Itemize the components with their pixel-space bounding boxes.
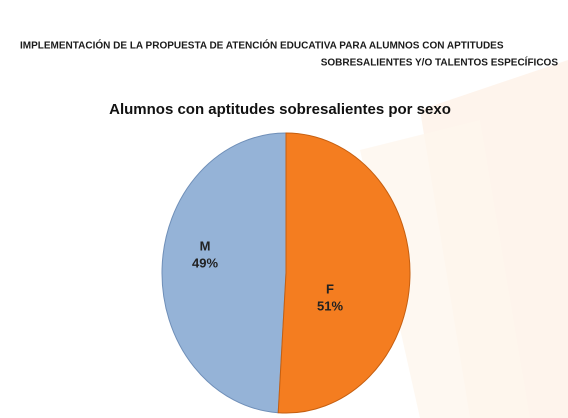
header-line: SOBRESALIENTES Y/O TALENTOS ESPECÍFICOS xyxy=(321,56,559,69)
slice-value-label: 49% xyxy=(192,255,218,270)
pie-slice xyxy=(161,132,287,414)
background-decoration xyxy=(360,120,530,418)
pie-slice xyxy=(277,132,411,414)
header-line: IMPLEMENTACIÓN DE LA PROPUESTA DE ATENCI… xyxy=(20,39,504,52)
chart-title: Alumnos con aptitudes sobresalientes por… xyxy=(109,101,451,118)
slice-category-label: F xyxy=(326,281,334,296)
slice-value-label: 51% xyxy=(317,298,343,313)
slice-category-label: M xyxy=(200,238,211,253)
